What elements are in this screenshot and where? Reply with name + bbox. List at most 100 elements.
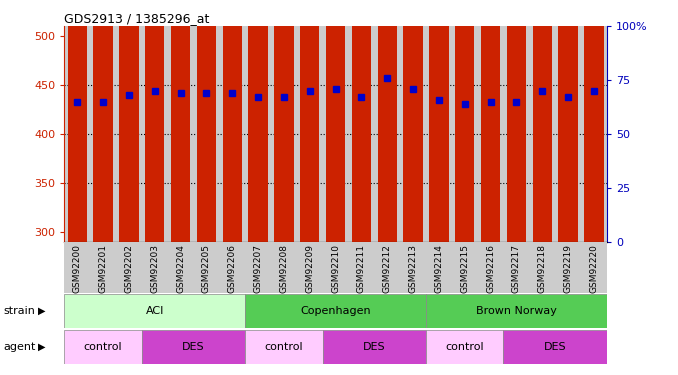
Bar [478,242,504,292]
Text: strain: strain [3,306,35,316]
Text: GSM92220: GSM92220 [589,244,599,293]
Text: GSM92211: GSM92211 [357,244,366,293]
Text: GSM92217: GSM92217 [512,244,521,293]
Text: DES: DES [363,342,386,352]
Bar [481,0,500,242]
Text: control: control [445,342,484,352]
Bar [142,330,245,364]
Bar [300,0,319,242]
Bar [506,0,526,242]
Bar [400,26,426,242]
Bar [64,26,90,242]
Bar [584,0,603,242]
Bar [426,330,504,364]
Bar [197,0,216,242]
Bar [116,26,142,242]
Text: GSM92206: GSM92206 [228,244,237,293]
Text: DES: DES [182,342,205,352]
Bar [245,26,271,242]
Text: GSM92213: GSM92213 [409,244,418,293]
Bar [452,242,478,292]
Bar [378,0,397,242]
Text: Copenhagen: Copenhagen [300,306,371,316]
Text: ▶: ▶ [38,306,45,316]
Text: GSM92204: GSM92204 [176,244,185,293]
Bar [116,242,142,292]
Bar [271,242,297,292]
Bar [90,242,116,292]
Text: agent: agent [3,342,36,352]
Bar [504,26,530,242]
Bar [452,26,478,242]
Bar [374,26,400,242]
Bar [275,0,294,242]
Text: GSM92200: GSM92200 [73,244,82,293]
Bar [426,26,452,242]
Text: GSM92214: GSM92214 [435,244,443,293]
Bar [426,242,452,292]
Bar [142,242,167,292]
Text: GSM92215: GSM92215 [460,244,469,293]
Bar [94,0,113,242]
Bar [222,0,242,242]
Text: GSM92216: GSM92216 [486,244,495,293]
Bar [581,26,607,242]
Bar [326,0,345,242]
Bar [245,294,426,328]
Text: GSM92203: GSM92203 [151,244,159,293]
Text: GSM92209: GSM92209 [305,244,315,293]
Text: GSM92207: GSM92207 [254,244,262,293]
Bar [323,330,426,364]
Bar [555,242,581,292]
Bar [504,330,607,364]
Bar [167,242,193,292]
Bar [532,0,552,242]
Text: DES: DES [544,342,566,352]
Bar [171,0,191,242]
Bar [245,242,271,292]
Bar [478,26,504,242]
Bar [455,0,475,242]
Bar [504,242,530,292]
Bar [530,242,555,292]
Bar [248,0,268,242]
Bar [348,26,374,242]
Text: GSM92219: GSM92219 [563,244,572,293]
Bar [297,242,323,292]
Text: GDS2913 / 1385296_at: GDS2913 / 1385296_at [64,12,210,25]
Text: GSM92201: GSM92201 [99,244,108,293]
Bar [555,26,581,242]
Bar [426,294,607,328]
Text: ACI: ACI [146,306,164,316]
Bar [64,242,90,292]
Bar [142,26,167,242]
Bar [400,242,426,292]
Text: GSM92205: GSM92205 [202,244,211,293]
Text: GSM92218: GSM92218 [538,244,546,293]
Text: control: control [84,342,123,352]
Text: ▶: ▶ [38,342,45,352]
Bar [323,26,348,242]
Bar [271,26,297,242]
Bar [348,242,374,292]
Bar [352,0,371,242]
Bar [530,26,555,242]
Bar [145,0,165,242]
Bar [323,242,348,292]
Text: GSM92202: GSM92202 [125,244,134,293]
Bar [559,0,578,242]
Bar [64,330,142,364]
Text: control: control [264,342,303,352]
Text: GSM92210: GSM92210 [331,244,340,293]
Bar [167,26,193,242]
Bar [245,330,323,364]
Bar [581,242,607,292]
Bar [68,0,87,242]
Bar [429,0,449,242]
Text: Brown Norway: Brown Norway [476,306,557,316]
Text: GSM92212: GSM92212 [383,244,392,293]
Bar [220,26,245,242]
Bar [90,26,116,242]
Bar [297,26,323,242]
Bar [403,0,423,242]
